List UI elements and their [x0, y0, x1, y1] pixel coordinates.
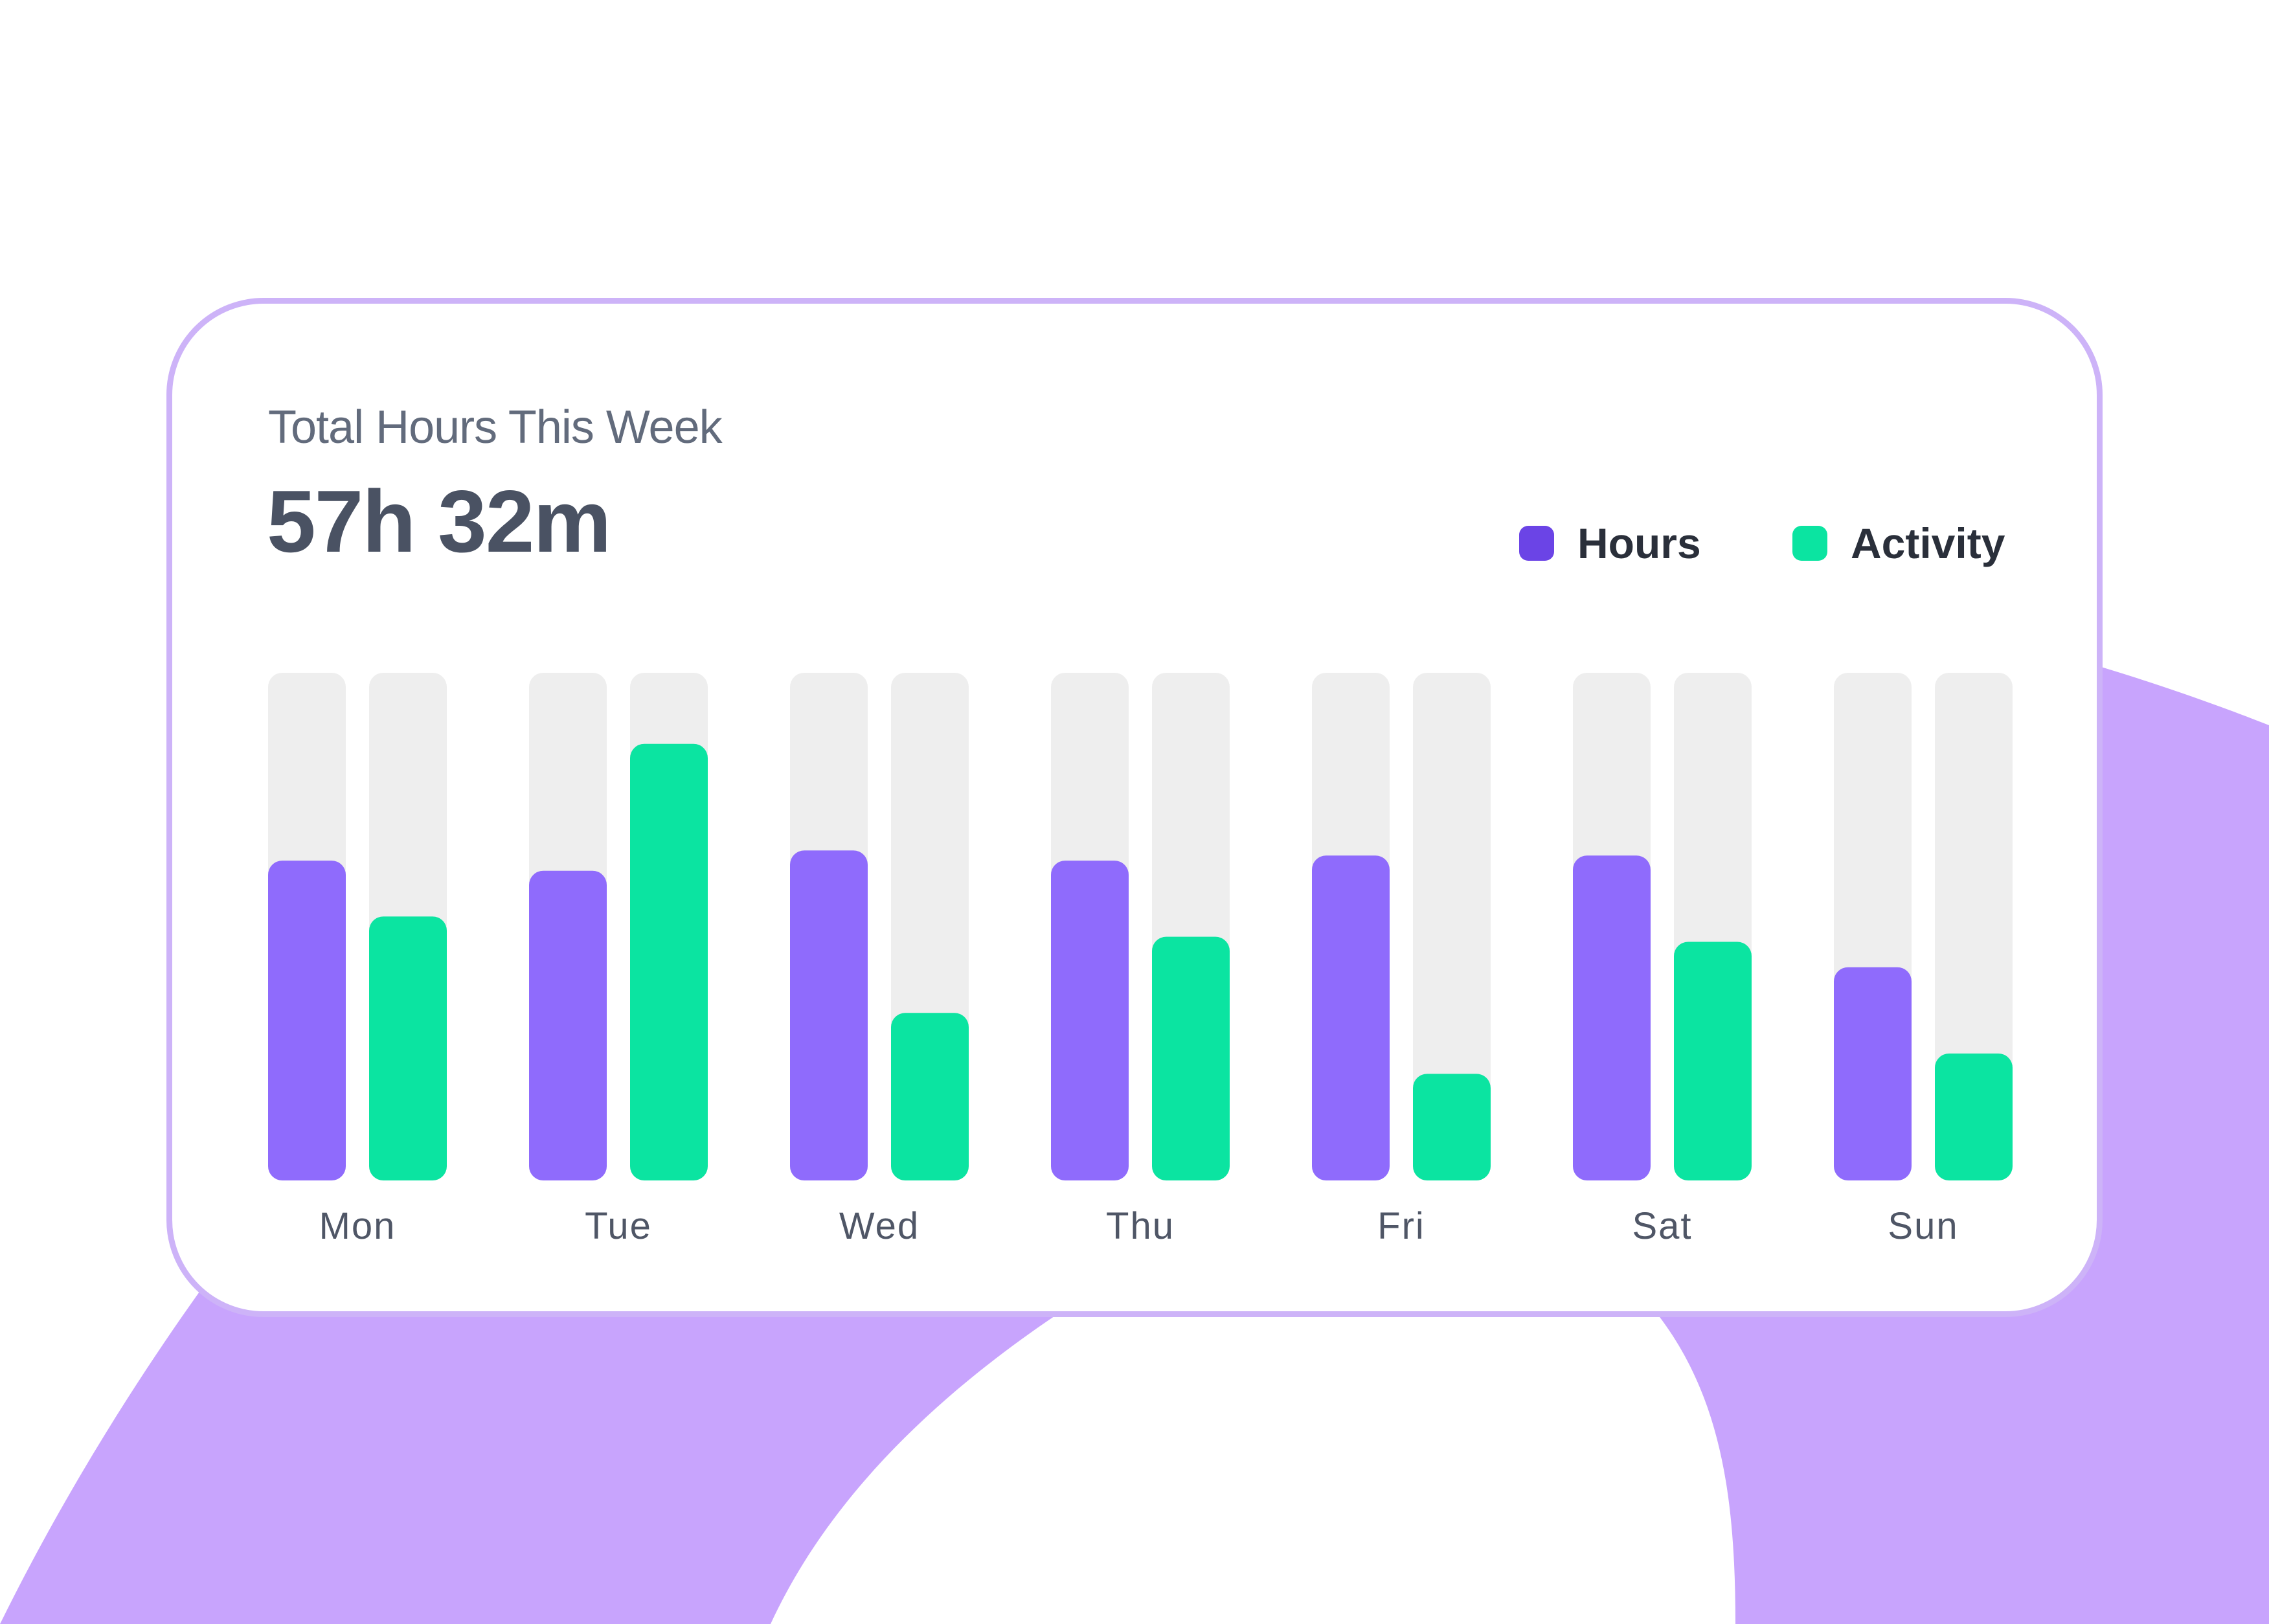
bar-activity-tue: [630, 743, 708, 1180]
bar-activity-wed: [891, 1013, 969, 1180]
day-group-thu: Thu: [1051, 673, 1230, 1247]
bar-track: [1413, 673, 1491, 1180]
bar-chart: Mon Tue Wed Thu Fri Sat Sun: [268, 673, 2013, 1247]
hours-swatch-icon: [1519, 526, 1554, 561]
day-group-wed: Wed: [790, 673, 969, 1247]
bar-hours-thu: [1051, 861, 1129, 1180]
legend-item-hours: Hours: [1519, 519, 1701, 567]
bar-hours-wed: [790, 850, 868, 1180]
bar-activity-sat: [1674, 942, 1752, 1180]
weekly-hours-card: Total Hours This Week 57h 32m Hours Acti…: [166, 298, 2103, 1317]
x-tick-label: Tue: [585, 1205, 652, 1247]
x-tick-label: Fri: [1377, 1205, 1425, 1247]
activity-swatch-icon: [1792, 526, 1827, 561]
bar-hours-mon: [268, 861, 346, 1180]
bar-hours-sun: [1834, 967, 1912, 1180]
day-group-fri: Fri: [1312, 673, 1491, 1247]
bar-activity-fri: [1413, 1074, 1491, 1180]
bar-activity-sun: [1935, 1054, 2013, 1180]
bar-hours-sat: [1573, 855, 1651, 1180]
card-title: Total Hours This Week: [268, 401, 723, 453]
x-tick-label: Thu: [1106, 1205, 1175, 1247]
legend-label-activity: Activity: [1851, 519, 2005, 567]
day-group-sun: Sun: [1834, 673, 2013, 1247]
x-tick-label: Sat: [1632, 1205, 1692, 1247]
total-hours-value: 57h 32m: [267, 472, 611, 570]
day-group-mon: Mon: [268, 673, 447, 1247]
x-tick-label: Mon: [319, 1205, 396, 1247]
x-tick-label: Wed: [839, 1205, 920, 1247]
day-group-sat: Sat: [1573, 673, 1752, 1247]
legend-label-hours: Hours: [1577, 519, 1701, 567]
x-tick-label: Sun: [1888, 1205, 1958, 1247]
day-group-tue: Tue: [529, 673, 708, 1247]
bar-hours-tue: [529, 870, 607, 1180]
bar-activity-thu: [1152, 936, 1230, 1180]
bar-hours-fri: [1312, 855, 1390, 1180]
bar-activity-mon: [369, 916, 447, 1180]
legend-item-activity: Activity: [1792, 519, 2005, 567]
